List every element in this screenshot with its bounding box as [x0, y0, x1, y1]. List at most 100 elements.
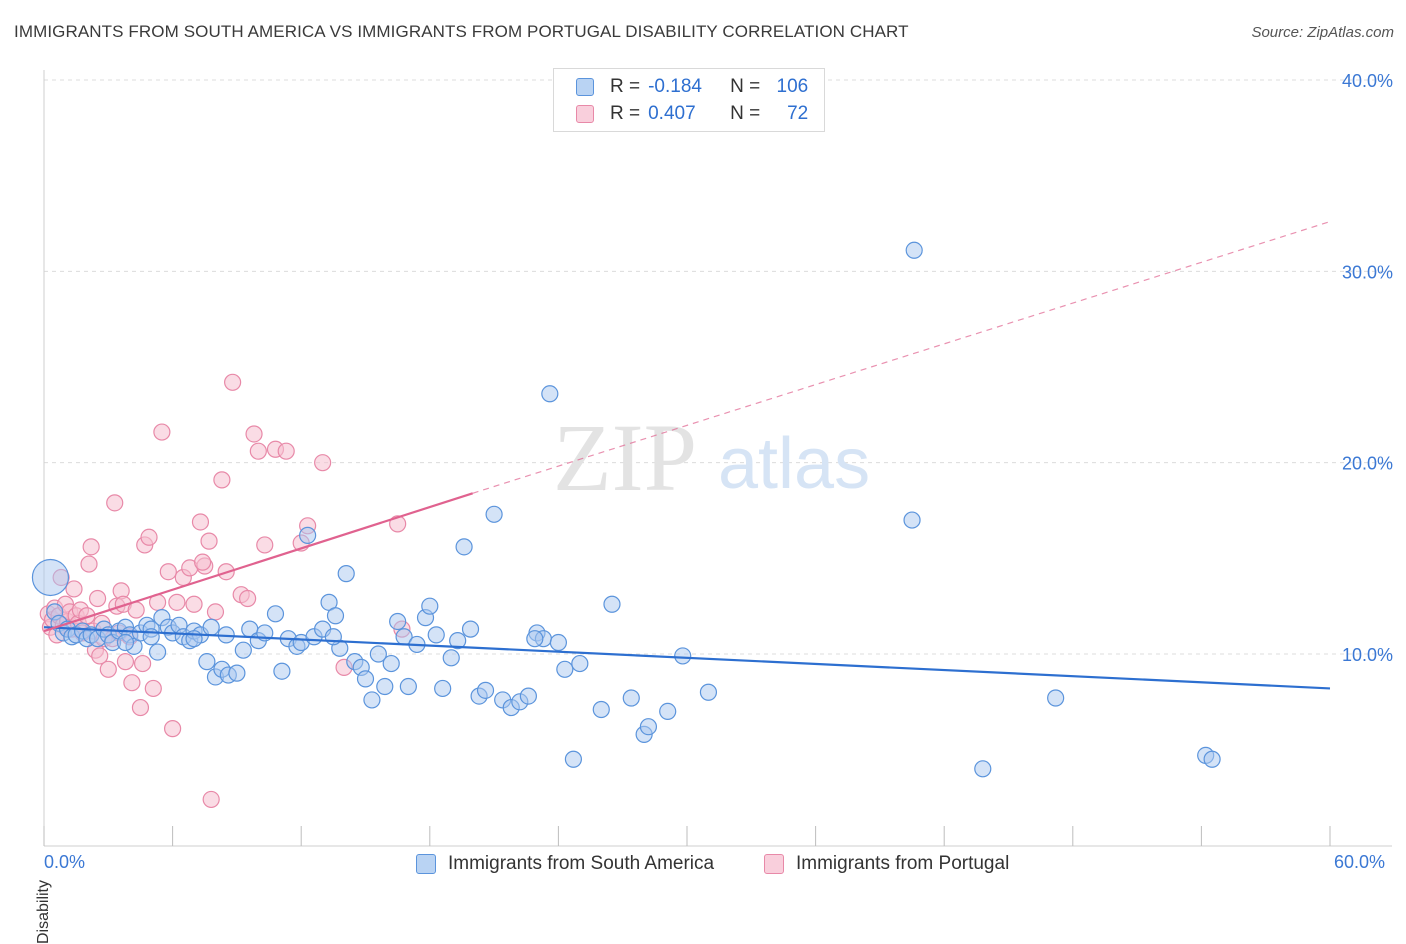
data-point-south-america — [592, 700, 610, 719]
data-point-south-america — [659, 702, 677, 721]
data-point-south-america — [549, 633, 568, 652]
data-point-south-america — [148, 643, 167, 661]
legend-n-value: 72 — [787, 103, 809, 124]
data-point-portugal — [239, 589, 257, 608]
data-point-portugal — [159, 563, 177, 581]
data-point-south-america — [234, 641, 252, 659]
data-point-south-america — [699, 683, 718, 701]
data-point-south-america — [461, 620, 480, 638]
bottom-legend-label: Immigrants from Portugal — [796, 853, 1010, 874]
data-point-portugal — [249, 442, 267, 460]
data-point-south-america — [273, 662, 291, 680]
y-tick-label: 10.0% — [1342, 645, 1393, 665]
series-portugal-points — [39, 373, 411, 809]
data-point-south-america — [526, 630, 544, 648]
legend-n-label: N = — [730, 76, 761, 97]
bottom-legend-swatch-pink — [764, 854, 784, 874]
data-point-portugal — [80, 555, 98, 573]
watermark-atlas: atlas — [718, 424, 870, 504]
trend-lines — [43, 221, 1331, 690]
source-credit: Source: ZipAtlas.com — [1251, 24, 1394, 41]
legend-n-value: 106 — [776, 76, 809, 97]
data-point-south-america — [442, 649, 460, 667]
data-point-south-america — [369, 645, 387, 663]
data-point-south-america — [389, 612, 407, 631]
data-point-south-america — [326, 607, 345, 625]
data-point-portugal — [144, 679, 162, 698]
series-south-america-points — [31, 241, 1221, 778]
bottom-legend-swatch-blue — [416, 854, 436, 874]
data-point-south-america — [603, 595, 621, 613]
data-point-south-america — [519, 687, 537, 705]
legend-row-portugal: R = 0.407 N = 72 — [576, 102, 808, 126]
data-point-south-america — [903, 511, 921, 529]
data-point-portugal — [106, 494, 124, 512]
data-point-south-america — [337, 565, 355, 583]
y-tick-label: 20.0% — [1342, 454, 1393, 474]
data-point-south-america — [449, 632, 467, 650]
y-tick-labels: 10.0% 20.0% 30.0% 40.0% — [1342, 71, 1393, 665]
data-point-south-america — [476, 681, 495, 699]
data-point-portugal — [389, 515, 407, 533]
data-point-portugal — [116, 653, 135, 671]
legend-r-value: -0.184 — [648, 76, 702, 97]
x-tick-label-min: 0.0% — [44, 852, 86, 872]
data-point-south-america — [1047, 689, 1065, 707]
data-point-south-america — [905, 241, 923, 259]
legend-n-label: N = — [730, 103, 761, 124]
data-point-south-america — [363, 691, 381, 709]
data-point-south-america — [485, 505, 503, 523]
data-point-south-america — [556, 660, 574, 678]
trend-line-portugal — [43, 492, 474, 633]
data-point-portugal — [202, 790, 220, 809]
data-point-south-america — [202, 618, 220, 636]
grid-layer — [44, 79, 1392, 655]
data-point-portugal — [88, 589, 107, 608]
watermark: ZIP atlas — [553, 404, 870, 511]
data-point-portugal — [127, 601, 145, 619]
data-point-south-america — [198, 653, 216, 671]
data-point-south-america — [1203, 750, 1221, 768]
legend-r-label: R = — [610, 103, 641, 124]
data-point-south-america — [455, 538, 473, 556]
data-point-south-america — [434, 679, 452, 698]
data-point-portugal — [224, 373, 242, 391]
data-point-south-america — [639, 718, 658, 736]
data-point-portugal — [140, 528, 158, 546]
data-point-portugal — [200, 532, 218, 550]
bottom-legend-portugal: Immigrants from Portugal — [764, 852, 1009, 876]
legend-r-label: R = — [610, 76, 641, 97]
data-point-portugal — [131, 698, 150, 717]
data-point-portugal — [314, 454, 332, 472]
y-tick-label: 30.0% — [1342, 262, 1393, 282]
bottom-legend-label: Immigrants from South America — [448, 853, 715, 874]
data-point-portugal — [213, 471, 231, 489]
stats-legend: R = -0.184 N = 106 R = 0.407 N = 72 — [553, 68, 825, 132]
data-point-south-america — [622, 689, 640, 707]
data-point-south-america — [541, 385, 559, 403]
data-point-portugal — [99, 660, 117, 678]
scatter-chart: ZIP atlas 10.0% 20.0% 30.0% 40.0% — [31, 70, 1393, 847]
data-point-south-america — [674, 647, 692, 665]
trend-line-south-america — [43, 626, 1331, 690]
data-point-south-america — [974, 760, 992, 778]
bottom-legend-south-america: Immigrants from South America — [416, 852, 714, 876]
data-point-portugal — [153, 423, 171, 441]
legend-row-south-america: R = -0.184 N = 106 — [576, 75, 808, 99]
data-point-portugal — [91, 647, 109, 665]
legend-swatch-blue — [576, 78, 594, 96]
x-tick-label-max: 60.0% — [1334, 852, 1386, 872]
data-point-south-america — [421, 597, 439, 615]
data-point-portugal — [82, 538, 100, 556]
data-point-portugal — [277, 442, 295, 460]
trend-line-portugal-extension — [472, 221, 1331, 494]
data-point-south-america — [266, 605, 285, 623]
data-point-south-america — [399, 677, 417, 696]
data-point-south-america — [382, 654, 400, 673]
data-point-south-america — [116, 633, 135, 652]
chart-title: IMMIGRANTS FROM SOUTH AMERICA VS IMMIGRA… — [14, 22, 909, 41]
axis-layer — [43, 70, 1392, 847]
data-point-south-america — [299, 526, 317, 544]
data-point-portugal — [168, 593, 186, 611]
data-point-portugal — [123, 674, 141, 692]
